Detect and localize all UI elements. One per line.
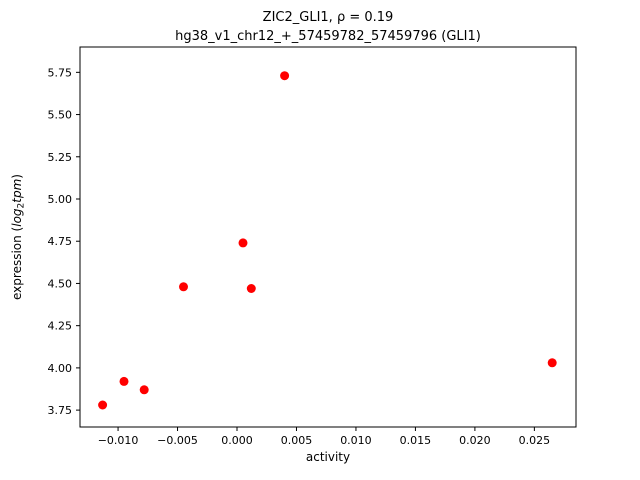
- data-point: [547, 358, 557, 368]
- y-tick-label: 4.75: [48, 235, 73, 248]
- y-tick-label: 4.00: [48, 362, 73, 375]
- data-point: [139, 385, 149, 395]
- data-point: [179, 282, 188, 292]
- data-point: [238, 238, 248, 248]
- data-point: [98, 400, 108, 410]
- y-axis-label-part: ): [10, 174, 24, 179]
- data-point: [280, 71, 290, 81]
- x-tick-label: 0.025: [519, 434, 551, 447]
- y-tick-label: 3.75: [48, 404, 73, 417]
- x-tick-label: −0.010: [98, 434, 139, 447]
- y-tick-label: 5.00: [48, 193, 73, 206]
- x-tick-label: 0.000: [221, 434, 253, 447]
- axes-layer: −0.010 −0.005 0.000 0.005 0.010 0.015 0.020 0.0…: [48, 46, 577, 447]
- x-tick-label: 0.015: [400, 434, 432, 447]
- data-point: [246, 284, 256, 293]
- y-axis-label: expression (log2tpm): [10, 174, 27, 300]
- y-axis-label-part: 2: [17, 203, 27, 209]
- y-tick-label: 4.25: [48, 320, 73, 333]
- y-axis-label-part: tpm: [10, 179, 24, 203]
- y-axis-label-part: log: [10, 208, 24, 227]
- x-tick-label: −0.005: [157, 434, 198, 447]
- y-tick-label: 5.25: [48, 151, 73, 164]
- x-tick-label: 0.010: [340, 434, 372, 447]
- data-points-layer: [98, 71, 557, 410]
- chart-title-line2: hg38_v1_chr12_+_57459782_57459796 (GLI1): [175, 29, 481, 44]
- y-axis-label-part: expression (: [10, 227, 24, 300]
- x-tick-label: 0.020: [459, 434, 491, 447]
- chart-title-line1: ZIC2_GLI1, ρ = 0.19: [263, 10, 394, 25]
- y-tick-label: 4.50: [48, 277, 73, 290]
- data-point: [119, 376, 129, 386]
- y-tick-label: 5.50: [48, 109, 73, 122]
- plot-border: [79, 46, 577, 428]
- y-tick-label: 5.75: [48, 66, 73, 79]
- x-axis-label: activity: [306, 450, 350, 464]
- x-tick-label: 0.005: [281, 434, 313, 447]
